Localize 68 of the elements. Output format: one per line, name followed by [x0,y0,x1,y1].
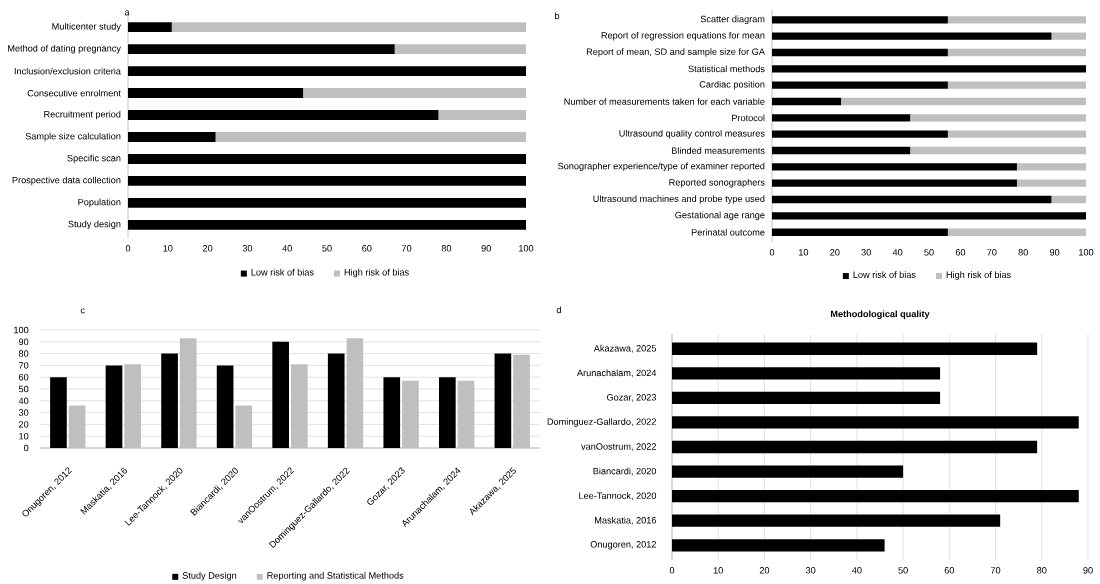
bar [947,228,1087,236]
bar [672,539,885,552]
bar [772,97,842,106]
bar [1016,179,1087,187]
bar [128,219,526,230]
bar [272,341,289,448]
bar [947,16,1087,24]
bar [772,179,1017,187]
bar [394,44,526,55]
bar [672,465,904,478]
bar [672,342,1038,355]
bar [947,130,1087,138]
bar [179,338,197,448]
bar [1051,32,1087,40]
bar [216,365,234,448]
bar [124,364,141,448]
bar [772,16,948,24]
bar [772,81,948,89]
bar [910,146,1087,155]
bar [128,22,172,33]
bar [128,66,526,77]
bar [327,353,345,448]
bar [772,163,1017,171]
bar [457,380,475,448]
bar [772,146,911,155]
bar [772,65,1087,73]
bar [672,416,1079,429]
bar [772,114,911,122]
bar [841,97,1087,106]
bar [128,197,526,208]
bar [128,175,526,186]
bar [947,48,1087,57]
bar [402,380,419,448]
bar [1051,195,1087,204]
bar [910,114,1087,122]
bar [128,154,526,164]
bar [947,81,1087,89]
bar [672,391,941,405]
bar [50,377,67,448]
bar [772,48,948,57]
bar [128,132,216,142]
bar [494,353,512,448]
bar [772,130,948,138]
bar [161,353,178,448]
bar [290,364,308,448]
bar [513,354,530,448]
bar [128,44,395,55]
bar [215,132,526,142]
bar [235,405,253,448]
bar [672,490,1079,503]
bar [171,22,526,33]
bar [105,365,123,448]
bar [346,338,364,448]
bar [772,212,1087,220]
bar [672,367,941,380]
bar [672,440,1038,454]
bar [383,377,401,448]
bar [68,405,86,448]
bar [438,110,526,120]
bar [772,195,1052,204]
bar [772,32,1052,40]
bar [128,110,439,120]
bar [672,514,1001,527]
bar [772,228,948,236]
bar [438,377,456,448]
bar [303,88,526,98]
bar [1016,163,1087,171]
bar [128,88,304,98]
